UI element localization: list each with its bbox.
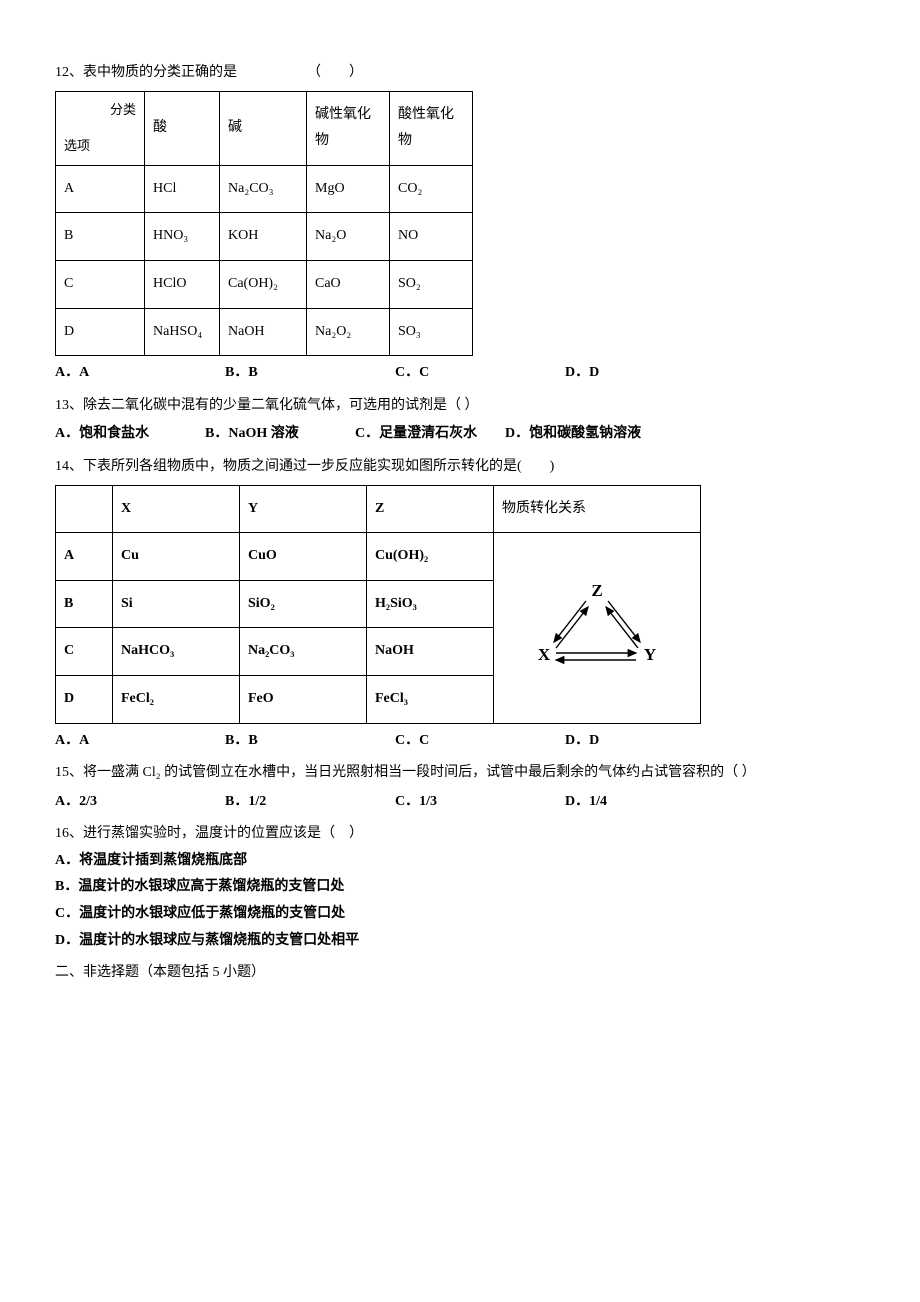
q12-cell: Ca(OH)₂ xyxy=(220,260,307,308)
q12-cell: MgO xyxy=(307,165,390,213)
q12-table: 分类 选项 酸 碱 碱性氧化物 酸性氧化物 A HCl Na₂CO₃ MgO C… xyxy=(55,91,473,357)
option-b: B．1/2 xyxy=(225,789,395,816)
question-13-prompt: 13、除去二氧化碳中混有的少量二氧化硫气体，可选用的试剂是（ ） xyxy=(55,393,865,420)
option-a: A．饱和食盐水 xyxy=(55,421,205,448)
option-d: D．温度计的水银球应与蒸馏烧瓶的支管口处相平 xyxy=(55,928,865,955)
q14-header-rel: 物质转化关系 xyxy=(494,485,701,533)
table-row: B HNO₃ KOH Na₂O NO xyxy=(56,213,473,261)
q14-cell: Cu(OH)₂ xyxy=(367,533,494,581)
question-16: 16、进行蒸馏实验时，温度计的位置应该是（ ） A．将温度计插到蒸馏烧瓶底部 B… xyxy=(55,821,865,954)
q12-options: A．A B．B C．C D．D xyxy=(55,360,865,387)
option-d: D．1/4 xyxy=(565,789,735,816)
question-14-prompt: 14、下表所列各组物质中，物质之间通过一步反应能实现如图所示转化的是( ) xyxy=(55,454,865,481)
q12-diag-top: 分类 xyxy=(110,98,136,123)
q14-cell: Si xyxy=(113,580,240,628)
q12-cell: HNO₃ xyxy=(145,213,220,261)
q12-row-label: A xyxy=(56,165,145,213)
option-d: D．D xyxy=(565,728,735,755)
q12-cell: SO₂ xyxy=(390,260,473,308)
q14-cell: H₂SiO₃ xyxy=(367,580,494,628)
q14-cell: SiO₂ xyxy=(240,580,367,628)
question-12-prompt: 12、表中物质的分类正确的是 （ ） xyxy=(55,60,865,87)
q12-cell: NaHSO₄ xyxy=(145,308,220,356)
option-c: C．C xyxy=(395,728,565,755)
q14-options: A．A B．B C．C D．D xyxy=(55,728,865,755)
q15-options: A．2/3 B．1/2 C．1/3 D．1/4 xyxy=(55,789,865,816)
option-c: C．1/3 xyxy=(395,789,565,816)
q12-cell: Na₂CO₃ xyxy=(220,165,307,213)
q14-header-y: Y xyxy=(240,485,367,533)
option-c: C．C xyxy=(395,360,565,387)
option-d: D．D xyxy=(565,360,735,387)
q12-header-basic-oxide: 碱性氧化物 xyxy=(307,91,390,165)
q12-cell: NO xyxy=(390,213,473,261)
q12-header-acidic-oxide: 酸性氧化物 xyxy=(390,91,473,165)
q12-cell: SO₃ xyxy=(390,308,473,356)
section-2-heading: 二、非选择题（本题包括 5 小题） xyxy=(55,960,865,987)
q14-row-label: B xyxy=(56,580,113,628)
q14-diagram-cell: Z X Y xyxy=(494,533,701,723)
q12-cell: CaO xyxy=(307,260,390,308)
q12-row-label: C xyxy=(56,260,145,308)
question-14: 14、下表所列各组物质中，物质之间通过一步反应能实现如图所示转化的是( ) X … xyxy=(55,454,865,754)
q12-cell: Na₂O xyxy=(307,213,390,261)
option-c: C．温度计的水银球应低于蒸馏烧瓶的支管口处 xyxy=(55,901,865,928)
transformation-diagram-icon: Z X Y xyxy=(512,568,682,688)
q12-diag-bottom: 选项 xyxy=(64,134,90,159)
option-a: A．A xyxy=(55,728,225,755)
q14-header-blank xyxy=(56,485,113,533)
option-d: D．饱和碳酸氢钠溶液 xyxy=(505,421,655,448)
q12-cell: Na₂O₂ xyxy=(307,308,390,356)
q14-cell: CuO xyxy=(240,533,367,581)
table-row: C HClO Ca(OH)₂ CaO SO₂ xyxy=(56,260,473,308)
q14-cell: Na₂CO₃ xyxy=(240,628,367,676)
table-row: D NaHSO₄ NaOH Na₂O₂ SO₃ xyxy=(56,308,473,356)
q14-header-x: X xyxy=(113,485,240,533)
option-b: B．B xyxy=(225,360,395,387)
node-y: Y xyxy=(644,645,656,664)
q12-cell: HClO xyxy=(145,260,220,308)
q14-cell: NaOH xyxy=(367,628,494,676)
node-x: X xyxy=(538,645,551,664)
q13-options: A．饱和食盐水 B．NaOH 溶液 C．足量澄清石灰水 D．饱和碳酸氢钠溶液 xyxy=(55,421,865,448)
q12-cell: CO₂ xyxy=(390,165,473,213)
q14-cell: FeO xyxy=(240,675,367,723)
question-15-prompt: 15、将一盛满 Cl₂ 的试管倒立在水槽中，当日光照射相当一段时间后，试管中最后… xyxy=(55,760,865,787)
question-16-prompt: 16、进行蒸馏实验时，温度计的位置应该是（ ） xyxy=(55,821,865,848)
q14-cell: NaHCO₃ xyxy=(113,628,240,676)
q14-row-label: D xyxy=(56,675,113,723)
option-a: A．A xyxy=(55,360,225,387)
option-b: B．B xyxy=(225,728,395,755)
option-a: A．2/3 xyxy=(55,789,225,816)
q14-cell: FeCl₃ xyxy=(367,675,494,723)
q12-header-diag: 分类 选项 xyxy=(56,91,145,165)
q14-cell: FeCl₂ xyxy=(113,675,240,723)
q14-row-label: A xyxy=(56,533,113,581)
option-b: B．温度计的水银球应高于蒸馏烧瓶的支管口处 xyxy=(55,874,865,901)
question-12: 12、表中物质的分类正确的是 （ ） 分类 选项 酸 碱 碱性氧化物 酸性氧化物… xyxy=(55,60,865,387)
q12-row-label: D xyxy=(56,308,145,356)
q12-header-acid: 酸 xyxy=(145,91,220,165)
q12-cell: KOH xyxy=(220,213,307,261)
node-z: Z xyxy=(591,581,602,600)
q12-cell: HCl xyxy=(145,165,220,213)
option-c: C．足量澄清石灰水 xyxy=(355,421,505,448)
table-row: A Cu CuO Cu(OH)₂ Z X Y xyxy=(56,533,701,581)
q14-row-label: C xyxy=(56,628,113,676)
q12-header-base: 碱 xyxy=(220,91,307,165)
q14-table: X Y Z 物质转化关系 A Cu CuO Cu(OH)₂ Z X xyxy=(55,485,701,724)
table-row: A HCl Na₂CO₃ MgO CO₂ xyxy=(56,165,473,213)
question-13: 13、除去二氧化碳中混有的少量二氧化硫气体，可选用的试剂是（ ） A．饱和食盐水… xyxy=(55,393,865,448)
q14-cell: Cu xyxy=(113,533,240,581)
option-b: B．NaOH 溶液 xyxy=(205,421,355,448)
q12-row-label: B xyxy=(56,213,145,261)
option-a: A．将温度计插到蒸馏烧瓶底部 xyxy=(55,848,865,875)
q14-header-z: Z xyxy=(367,485,494,533)
question-15: 15、将一盛满 Cl₂ 的试管倒立在水槽中，当日光照射相当一段时间后，试管中最后… xyxy=(55,760,865,815)
q12-cell: NaOH xyxy=(220,308,307,356)
